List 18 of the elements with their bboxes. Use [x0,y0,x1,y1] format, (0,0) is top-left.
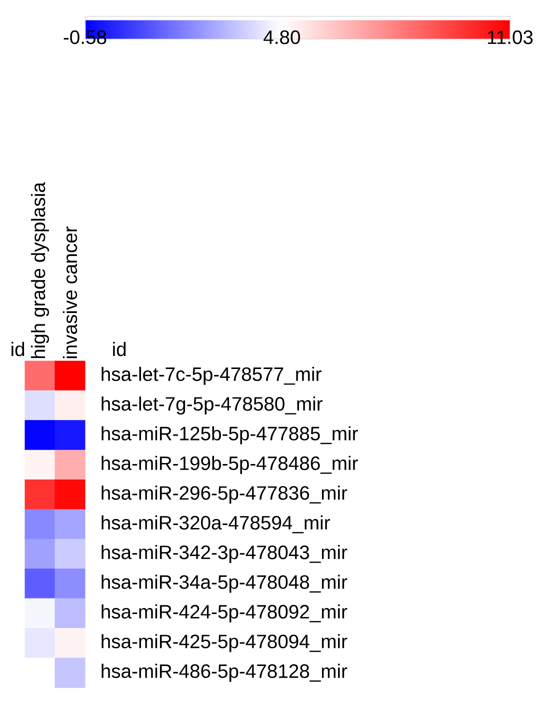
text: id [12,342,24,356]
color-bar-label: -0.58 [64,30,106,44]
y-tick-label: hsa-miR-296-5p-477836_mir [102,486,348,504]
x-tick-label: invasive cancer [62,226,78,358]
text: id [113,342,126,356]
x-tick-label: high grade dysplasia [30,182,50,358]
y-tick-label: hsa-miR-486-5p-478128_mir [102,664,348,682]
y-tick-label: hsa-miR-125b-5p-477885_mir [102,426,358,444]
y-tick-label: hsa-miR-424-5p-478092_mir [102,604,348,622]
y-tick-label: hsa-miR-320a-478594_mir [102,515,330,534]
y-tick-label: hsa-miR-425-5p-478094_mir [102,634,348,652]
y-tick-label: hsa-let-7g-5p-478580_mir [102,396,322,415]
y-tick-label: hsa-miR-199b-5p-478486_mir [102,456,358,474]
y-tick-label: hsa-miR-34a-5p-478048_mir [102,574,348,593]
color-bar-label: 4.80 [264,30,300,44]
y-tick-label: hsa-let-7c-5p-478577_mir [102,366,322,385]
y-tick-label: hsa-miR-342-3p-478043_mir [102,545,348,564]
color-bar-label: 11.03 [488,30,533,44]
